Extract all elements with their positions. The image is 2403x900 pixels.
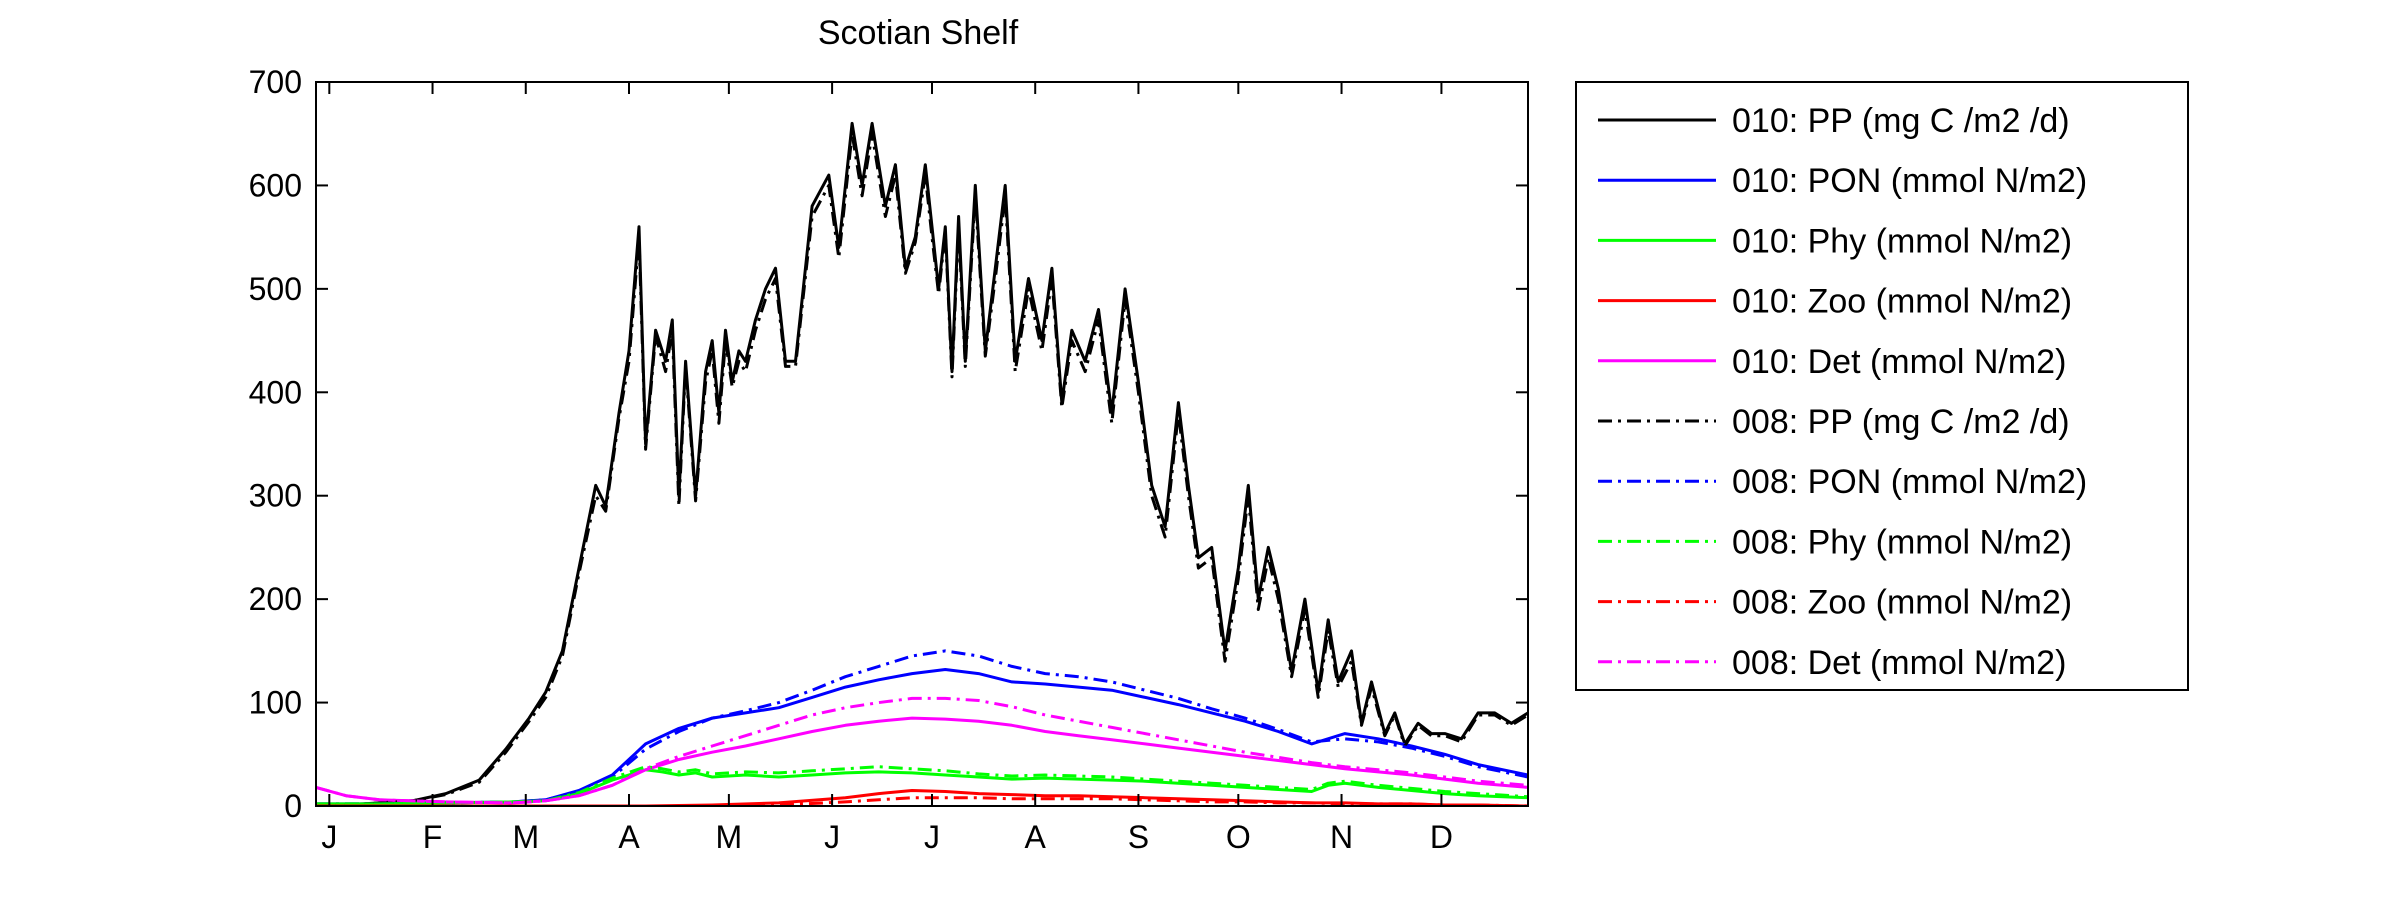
axes-layer: 0 100 200 300 400 500 600 700 J F M A M J J A S O N D	[249, 64, 1528, 855]
y-tick-label: 100	[249, 685, 302, 721]
series-layer	[316, 121, 1528, 806]
series-line-9	[316, 696, 1528, 805]
series-line-7	[316, 765, 1528, 806]
x-tick-label: M	[512, 819, 539, 855]
x-tick-label: M	[716, 819, 743, 855]
x-tick-label: S	[1128, 819, 1149, 855]
legend-label: 008: Det (mmol N/m2)	[1732, 644, 2066, 682]
x-tick-label: O	[1226, 819, 1251, 855]
legend-label: 008: Phy (mmol N/m2)	[1732, 523, 2072, 561]
x-tick-label: J	[924, 819, 940, 855]
y-tick-label: 600	[249, 167, 302, 203]
legend-label: 010: PP (mg C /m2 /d)	[1732, 102, 2070, 140]
legend-label: 008: PON (mmol N/m2)	[1732, 463, 2087, 501]
x-tick-label: N	[1330, 819, 1353, 855]
legend: 010: PP (mg C /m2 /d) 010: PON (mmol N/m2…	[1575, 81, 2189, 691]
x-tick-label: A	[618, 819, 640, 855]
series-line-5	[316, 132, 1528, 806]
y-tick-label: 0	[284, 788, 302, 824]
legend-label: 010: Det (mmol N/m2)	[1732, 343, 2066, 381]
y-tick-label: 500	[249, 271, 302, 307]
y-tick-label: 400	[249, 374, 302, 410]
series-line-0	[316, 121, 1528, 806]
legend-label: 010: Zoo (mmol N/m2)	[1732, 283, 2072, 321]
legend-label: 008: Zoo (mmol N/m2)	[1732, 584, 2072, 622]
x-tick-label: J	[824, 819, 840, 855]
series-line-8	[316, 796, 1528, 806]
legend-label: 010: PON (mmol N/m2)	[1732, 162, 2087, 200]
x-tick-label: A	[1025, 819, 1047, 855]
y-tick-label: 300	[249, 478, 302, 514]
legend-label: 010: Phy (mmol N/m2)	[1732, 222, 2072, 260]
y-tick-label: 200	[249, 581, 302, 617]
legend-label: 008: PP (mg C /m2 /d)	[1732, 403, 2070, 441]
x-tick-label: J	[321, 819, 337, 855]
legend-box	[1575, 81, 2189, 691]
chart-title: Scotian Shelf	[818, 14, 1019, 52]
plot-frame	[315, 81, 1529, 807]
series-line-2	[316, 768, 1528, 806]
y-tick-label: 700	[249, 64, 302, 100]
x-tick-label: D	[1430, 819, 1453, 855]
x-tick-label: F	[423, 819, 443, 855]
